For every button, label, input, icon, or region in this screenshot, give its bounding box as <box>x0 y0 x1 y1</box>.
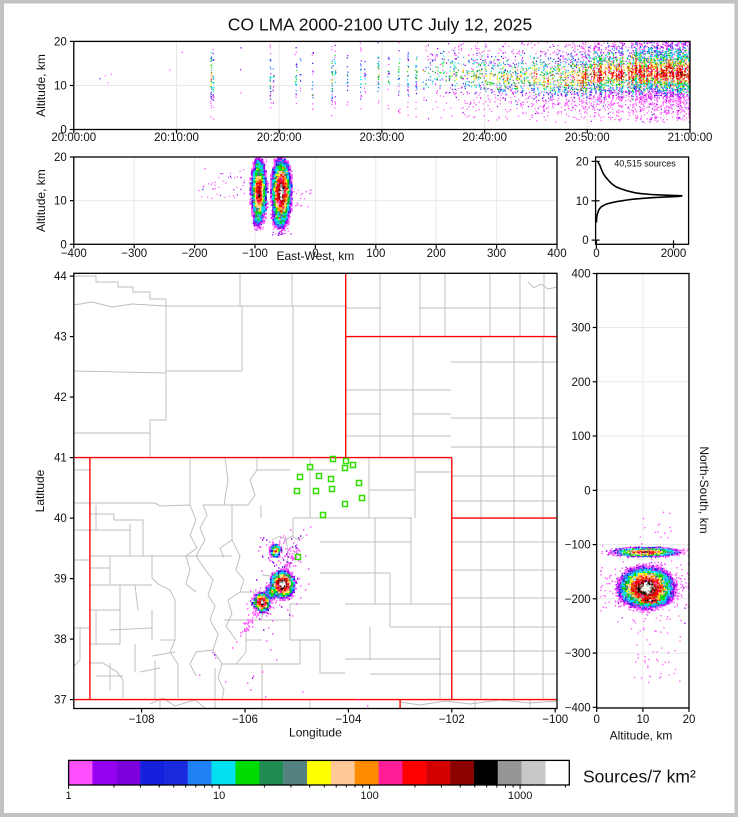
svg-text:41: 41 <box>54 453 67 465</box>
svg-text:0: 0 <box>593 714 599 726</box>
svg-text:10: 10 <box>54 81 67 93</box>
svg-text:−300: −300 <box>565 648 591 660</box>
svg-text:−400: −400 <box>565 702 591 714</box>
svg-text:0: 0 <box>60 239 66 251</box>
svg-text:Sources/7 km²: Sources/7 km² <box>583 767 696 787</box>
svg-text:100: 100 <box>572 431 591 443</box>
svg-text:−200: −200 <box>182 248 208 260</box>
svg-text:38: 38 <box>54 634 67 646</box>
svg-text:−100: −100 <box>242 248 268 260</box>
svg-text:CO LMA 2000-2100 UTC July 12,: CO LMA 2000-2100 UTC July 12, 2025 <box>228 15 532 35</box>
svg-text:40: 40 <box>54 513 67 525</box>
svg-text:20: 20 <box>576 156 589 168</box>
svg-text:20:00:00: 20:00:00 <box>51 132 96 144</box>
svg-text:400: 400 <box>547 248 566 260</box>
svg-text:300: 300 <box>572 323 591 335</box>
svg-text:20:10:00: 20:10:00 <box>154 132 199 144</box>
svg-text:−300: −300 <box>121 248 147 260</box>
svg-text:0: 0 <box>312 248 318 260</box>
svg-text:300: 300 <box>487 248 506 260</box>
svg-text:0: 0 <box>584 485 590 497</box>
svg-text:44: 44 <box>54 271 67 283</box>
svg-text:20:50:00: 20:50:00 <box>565 132 610 144</box>
svg-text:10: 10 <box>213 790 225 802</box>
svg-text:Longitude: Longitude <box>289 726 342 740</box>
svg-text:−106: −106 <box>232 714 258 726</box>
svg-text:20:20:00: 20:20:00 <box>257 132 302 144</box>
svg-text:−108: −108 <box>129 714 155 726</box>
svg-text:20: 20 <box>54 152 67 164</box>
svg-text:20:40:00: 20:40:00 <box>462 132 507 144</box>
svg-text:−400: −400 <box>61 248 87 260</box>
svg-text:200: 200 <box>427 248 446 260</box>
svg-text:100: 100 <box>366 248 385 260</box>
svg-text:0: 0 <box>593 248 599 260</box>
svg-text:Altitude, km: Altitude, km <box>34 169 48 232</box>
svg-text:−200: −200 <box>565 594 591 606</box>
svg-text:1000: 1000 <box>508 790 532 802</box>
svg-text:10: 10 <box>54 196 67 208</box>
svg-text:North-South, km: North-South, km <box>697 446 711 533</box>
svg-text:21:00:00: 21:00:00 <box>668 132 713 144</box>
svg-text:−104: −104 <box>335 714 362 726</box>
svg-text:−100: −100 <box>565 540 591 552</box>
svg-text:0: 0 <box>60 125 66 137</box>
svg-text:0: 0 <box>582 235 588 247</box>
svg-text:37: 37 <box>54 695 67 707</box>
svg-text:43: 43 <box>54 332 67 344</box>
svg-text:40,515 sources: 40,515 sources <box>614 159 676 169</box>
svg-text:100: 100 <box>360 790 378 802</box>
svg-text:42: 42 <box>54 392 67 404</box>
svg-text:Latitude: Latitude <box>33 469 47 512</box>
svg-text:20: 20 <box>54 36 67 48</box>
svg-text:10: 10 <box>576 196 589 208</box>
svg-text:39: 39 <box>54 574 67 586</box>
svg-text:−102: −102 <box>439 714 465 726</box>
svg-text:20: 20 <box>683 714 696 726</box>
svg-text:10: 10 <box>637 714 650 726</box>
svg-text:Altitude, km: Altitude, km <box>610 729 673 743</box>
svg-text:East-West, km: East-West, km <box>277 249 355 263</box>
svg-text:200: 200 <box>572 377 591 389</box>
svg-text:20:30:00: 20:30:00 <box>360 132 405 144</box>
svg-text:Altitude, km: Altitude, km <box>34 54 48 117</box>
svg-text:−100: −100 <box>542 714 568 726</box>
svg-text:2000: 2000 <box>661 248 687 260</box>
svg-text:400: 400 <box>572 269 591 281</box>
svg-text:1: 1 <box>66 790 72 802</box>
